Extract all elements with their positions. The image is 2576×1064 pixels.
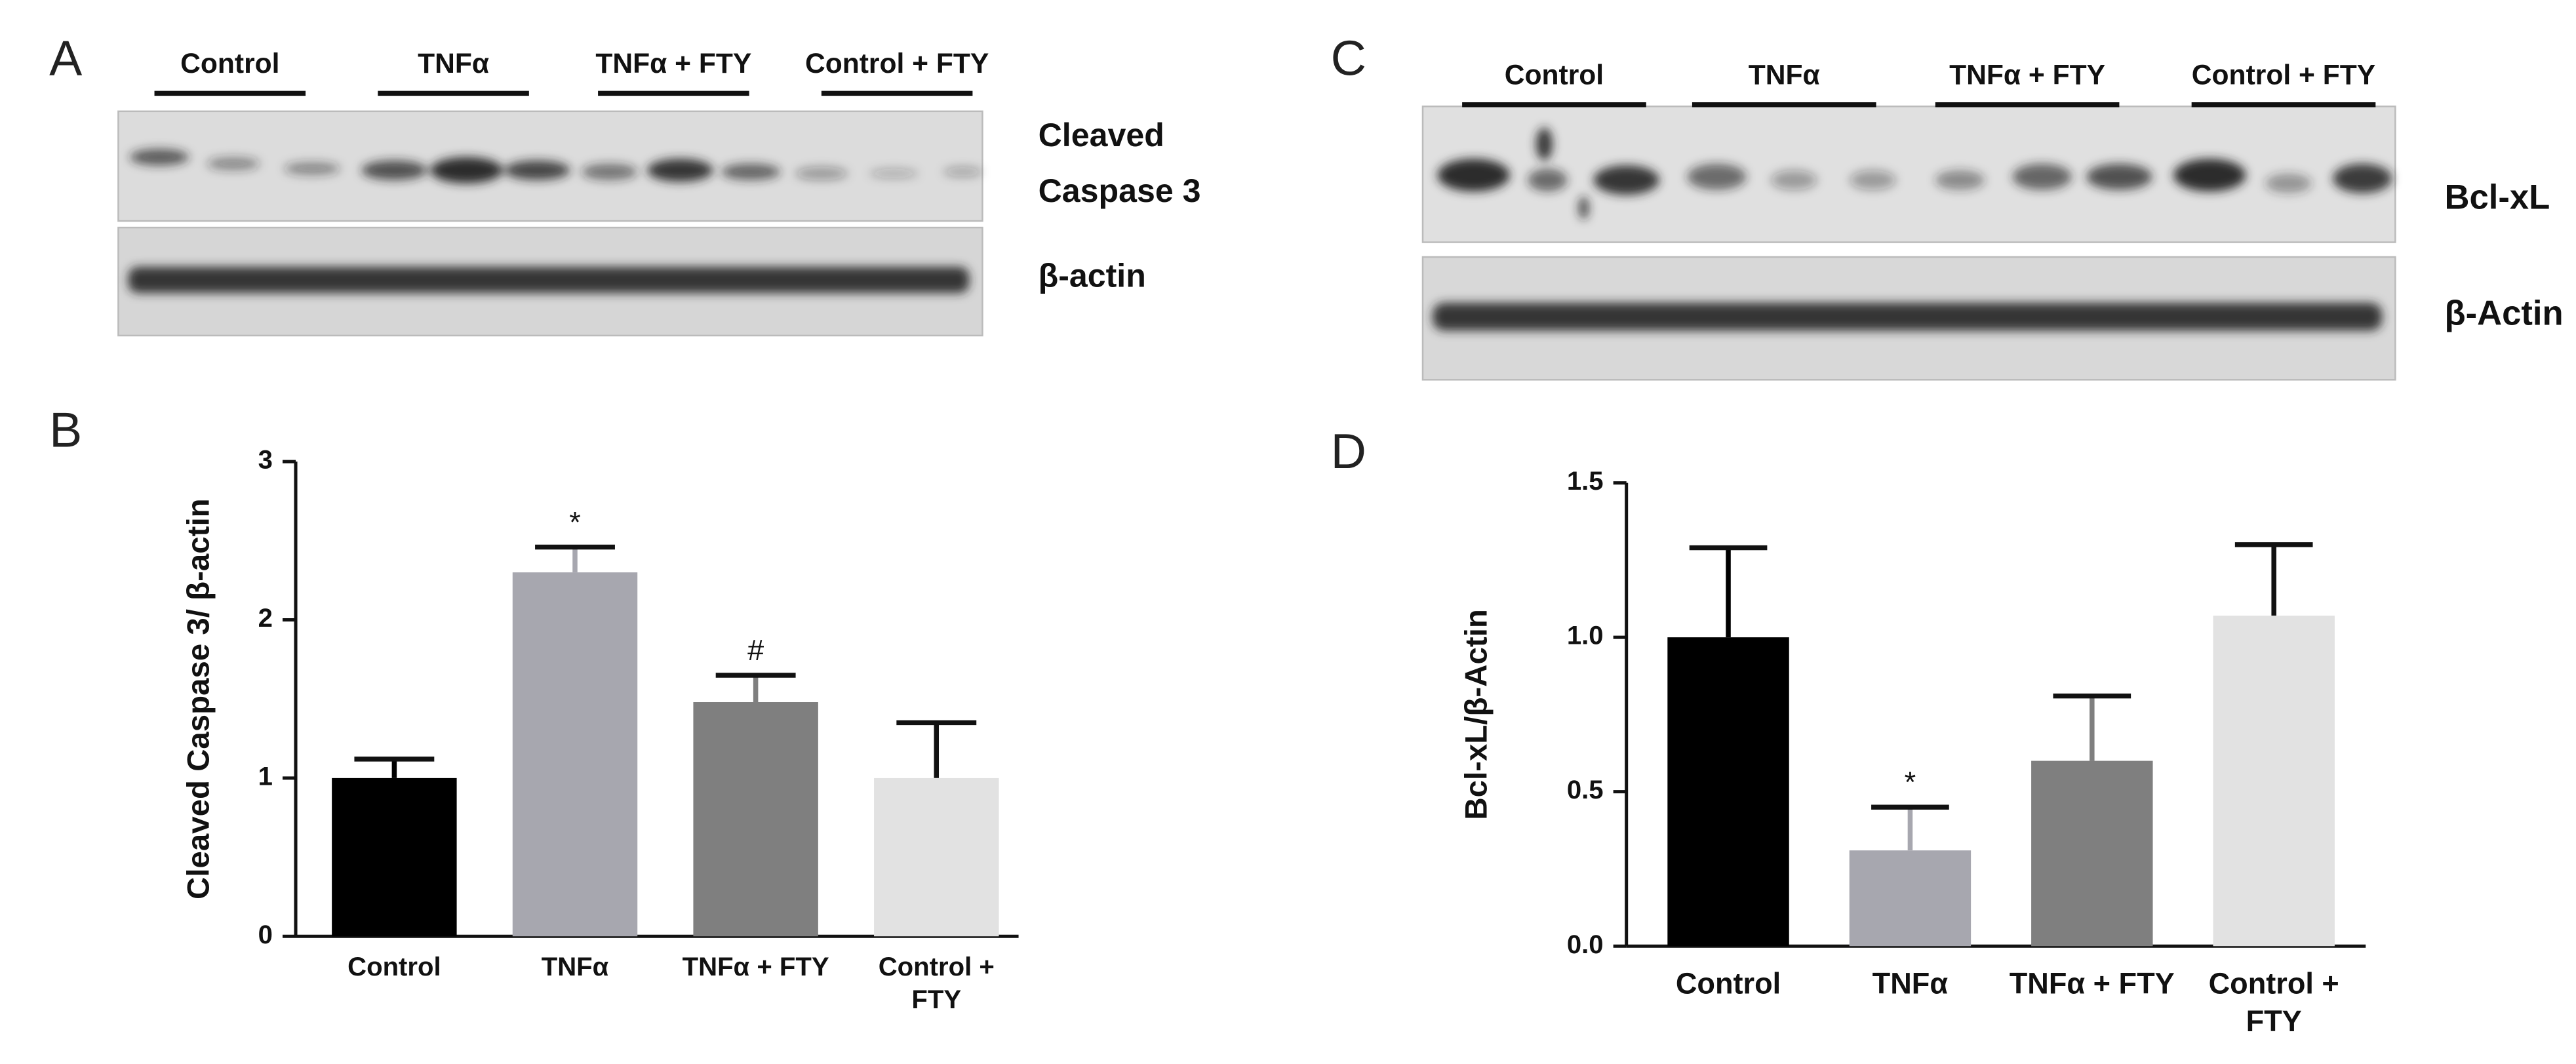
bar bbox=[2031, 760, 2153, 947]
panel-letter: D bbox=[1331, 424, 1366, 479]
bar bbox=[1849, 850, 1972, 947]
lane-group-label: TNFα bbox=[418, 49, 489, 79]
blot-c bbox=[1421, 106, 2396, 381]
bar bbox=[512, 572, 638, 937]
lane-group-label: Control bbox=[1505, 60, 1604, 91]
panel-letter: A bbox=[49, 31, 82, 86]
lane-group-label: Control + FTY bbox=[805, 49, 989, 79]
y-tick-label: 3 bbox=[258, 446, 273, 475]
x-tick-label: TNFα + FTY bbox=[2009, 967, 2175, 1000]
y-tick-label: 0 bbox=[258, 920, 273, 949]
blot-row-label: Caspase 3 bbox=[1039, 172, 1201, 209]
x-tick-label: Control bbox=[347, 954, 441, 983]
blot-row-label: Cleaved bbox=[1039, 117, 1164, 153]
x-tick-label-box: Control bbox=[347, 954, 441, 983]
significance-mark: * bbox=[1905, 765, 1916, 798]
bar bbox=[874, 778, 999, 937]
y-tick-label: 0.5 bbox=[1567, 776, 1604, 804]
blot-a bbox=[117, 110, 983, 337]
x-tick-label: TNFα + FTY bbox=[682, 954, 829, 983]
y-tick-label: 1 bbox=[258, 762, 273, 791]
x-tick-label-box: Control bbox=[1675, 967, 1781, 1000]
blot-row-label: β-Actin bbox=[2445, 294, 2564, 333]
blot-row-label: β-actin bbox=[1039, 258, 1146, 294]
lane-group-label: TNFα bbox=[1749, 60, 1820, 91]
y-tick-label: 1.0 bbox=[1567, 621, 1604, 650]
y-tick-label: 1.5 bbox=[1567, 467, 1604, 496]
significance-mark: * bbox=[569, 505, 581, 538]
lane-group-label: Control + FTY bbox=[2192, 60, 2375, 91]
x-tick-label: Control bbox=[1675, 967, 1781, 1000]
bar bbox=[1667, 637, 1789, 947]
bar bbox=[693, 702, 818, 937]
x-tick-label-box: Control + FTY bbox=[2208, 967, 2339, 1037]
panel-letter: B bbox=[49, 403, 82, 458]
y-axis-label: Cleaved Caspase 3/ β-actin bbox=[181, 498, 216, 899]
panel-letter: C bbox=[1331, 31, 1366, 86]
blot-row-label: Bcl-xL bbox=[2445, 178, 2550, 217]
lane-group-label: TNFα + FTY bbox=[1949, 60, 2105, 91]
lane-group-label: Control bbox=[180, 49, 279, 79]
bar bbox=[2213, 616, 2335, 947]
lane-group-label: TNFα + FTY bbox=[595, 49, 751, 79]
x-tick-label: TNFα bbox=[1872, 967, 1949, 1000]
x-tick-label: Control + FTY bbox=[878, 954, 995, 1015]
x-tick-label-box: TNFα + FTY bbox=[682, 954, 829, 983]
x-tick-label: TNFα bbox=[541, 954, 609, 983]
significance-mark: # bbox=[747, 633, 764, 667]
y-tick-label: 2 bbox=[258, 604, 273, 633]
y-axis-label: Bcl-xL/β-Actin bbox=[1459, 609, 1494, 819]
x-tick-label-box: Control + FTY bbox=[878, 954, 995, 1015]
y-tick-label: 0.0 bbox=[1567, 930, 1604, 959]
bar bbox=[332, 778, 457, 937]
x-tick-label: Control + FTY bbox=[2208, 967, 2339, 1037]
x-tick-label-box: TNFα bbox=[1872, 967, 1949, 1000]
x-tick-label-box: TNFα bbox=[541, 954, 609, 983]
x-tick-label-box: TNFα + FTY bbox=[2009, 967, 2175, 1000]
